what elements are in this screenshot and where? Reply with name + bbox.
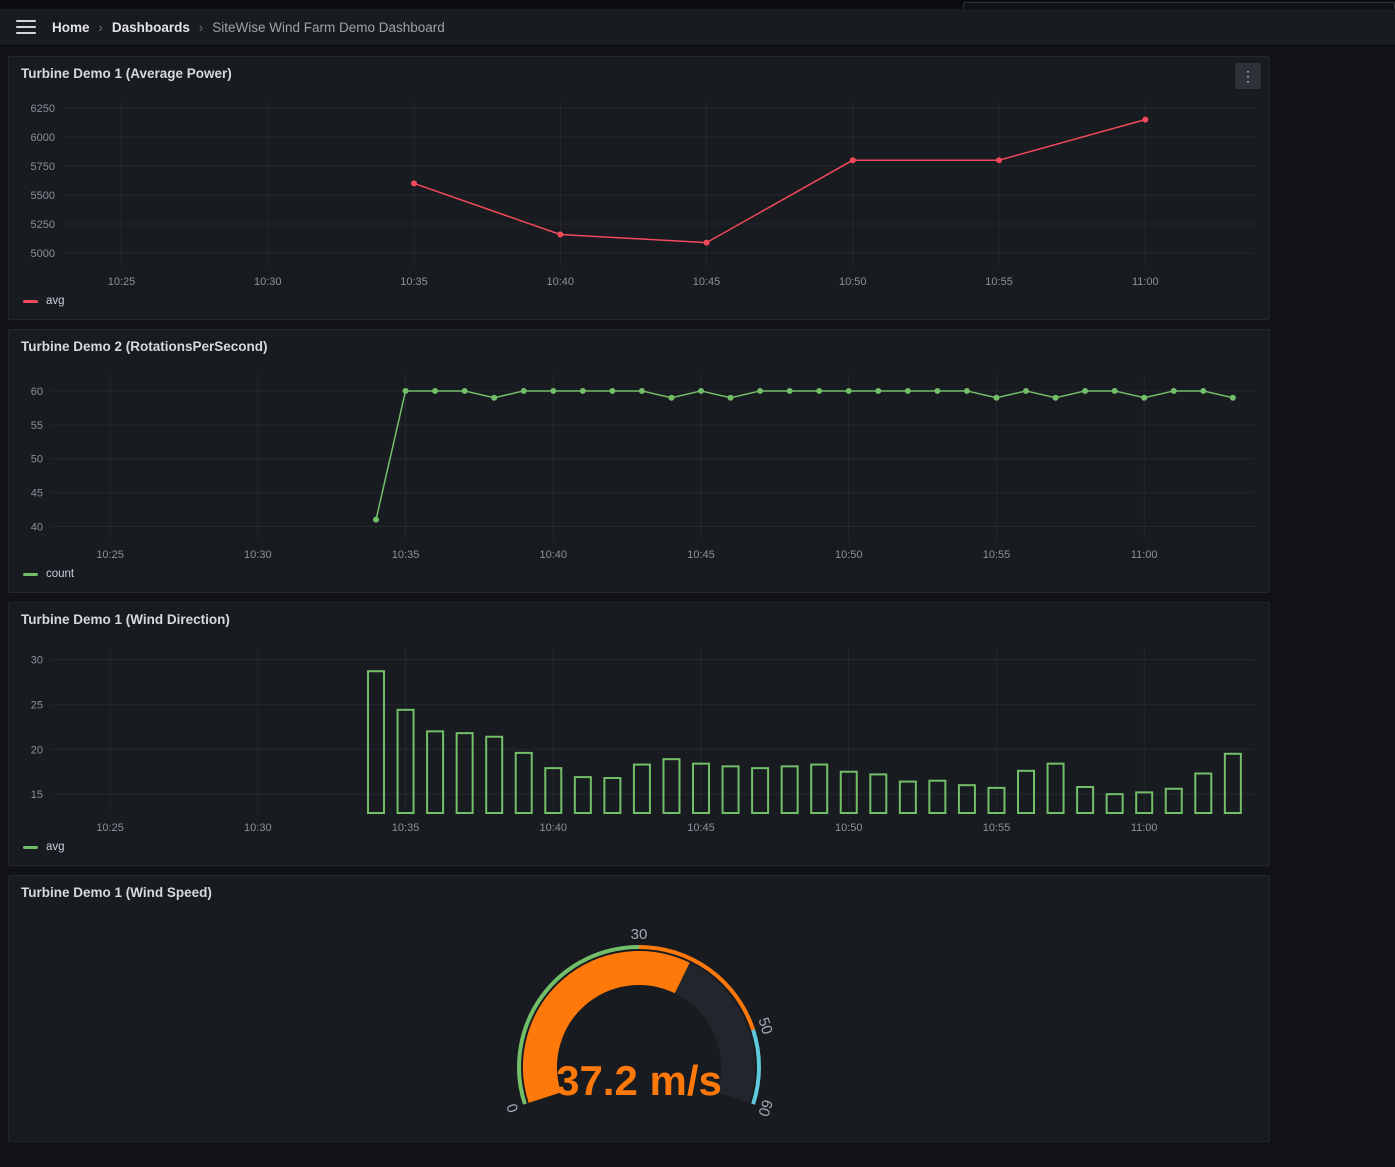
wind-direction-chart[interactable]: 10:25 10:30 10:35 10:40 10:45 10:50 10:55 11:00… xyxy=(9,633,1269,839)
svg-text:40: 40 xyxy=(31,521,43,533)
legend: count xyxy=(9,566,1269,588)
legend-series-label[interactable]: avg xyxy=(46,295,65,307)
svg-text:10:45: 10:45 xyxy=(687,822,715,834)
panel-title[interactable]: Turbine Demo 1 (Wind Speed) xyxy=(9,876,1269,906)
svg-text:10:55: 10:55 xyxy=(983,549,1011,561)
svg-text:11:00: 11:00 xyxy=(1131,822,1158,834)
svg-text:10:45: 10:45 xyxy=(687,549,715,561)
legend: avg xyxy=(9,293,1269,315)
svg-text:10:40: 10:40 xyxy=(540,822,568,834)
legend-series-label[interactable]: count xyxy=(46,568,74,580)
svg-text:10:50: 10:50 xyxy=(835,822,863,834)
svg-text:60: 60 xyxy=(31,386,43,398)
svg-text:10:25: 10:25 xyxy=(108,276,136,288)
top-search-bar-partial xyxy=(963,2,1395,9)
svg-text:10:30: 10:30 xyxy=(244,549,272,561)
breadcrumb-bar: Home › Dashboards › SiteWise Wind Farm D… xyxy=(0,9,1395,46)
panel-wind-direction: Turbine Demo 1 (Wind Direction) 10:2510:… xyxy=(8,602,1270,866)
svg-text:10:45: 10:45 xyxy=(693,276,721,288)
legend: avg xyxy=(9,839,1269,861)
svg-text:25: 25 xyxy=(31,699,43,711)
svg-text:10:30: 10:30 xyxy=(254,276,282,288)
svg-text:10:35: 10:35 xyxy=(392,822,420,834)
svg-text:5250: 5250 xyxy=(31,219,55,231)
rotations-per-second-chart[interactable]: 10:25 10:30 10:35 10:40 10:45 10:50 10:55 11:00… xyxy=(9,360,1269,566)
svg-text:45: 45 xyxy=(31,488,43,500)
panel-rotations-per-second: Turbine Demo 2 (RotationsPerSecond) 10:2… xyxy=(8,329,1270,593)
breadcrumb: Home › Dashboards › SiteWise Wind Farm D… xyxy=(52,20,445,35)
svg-text:6000: 6000 xyxy=(31,132,55,144)
panel-menu-button[interactable]: ⋮ xyxy=(1235,63,1261,89)
legend-series-swatch xyxy=(23,573,38,576)
panel-title[interactable]: Turbine Demo 2 (RotationsPerSecond) xyxy=(9,330,1269,360)
hamburger-icon xyxy=(16,20,36,22)
svg-text:10:25: 10:25 xyxy=(96,822,124,834)
svg-text:10:55: 10:55 xyxy=(983,822,1011,834)
breadcrumb-item-dashboards[interactable]: Dashboards xyxy=(112,20,190,35)
svg-text:10:25: 10:25 xyxy=(96,549,124,561)
legend-series-label[interactable]: avg xyxy=(46,841,65,853)
svg-text:5750: 5750 xyxy=(31,161,55,173)
svg-text:30: 30 xyxy=(631,926,648,943)
legend-series-swatch xyxy=(23,846,38,849)
svg-text:11:00: 11:00 xyxy=(1132,276,1159,288)
svg-text:10:30: 10:30 xyxy=(244,822,272,834)
svg-text:10:50: 10:50 xyxy=(839,276,867,288)
svg-text:10:35: 10:35 xyxy=(400,276,428,288)
breadcrumb-separator-icon: › xyxy=(90,20,112,35)
average-power-chart[interactable]: 10:25 10:30 10:35 10:40 10:45 10:50 10:55 11:00… xyxy=(9,87,1269,293)
legend-series-swatch xyxy=(23,300,38,303)
svg-text:5000: 5000 xyxy=(31,248,55,260)
panel-title[interactable]: Turbine Demo 1 (Wind Direction) xyxy=(9,603,1269,633)
menu-toggle-button[interactable] xyxy=(16,20,36,34)
wind-speed-gauge: 0 30 50 60 37.2 m/s xyxy=(9,906,1269,1139)
panel-title[interactable]: Turbine Demo 1 (Average Power) xyxy=(9,57,1269,87)
svg-text:50: 50 xyxy=(31,454,43,466)
svg-text:15: 15 xyxy=(31,789,43,801)
top-strip xyxy=(0,0,1395,9)
panel-wind-speed: Turbine Demo 1 (Wind Speed) 0 30 50 60 37.2 … xyxy=(8,875,1270,1142)
svg-text:60: 60 xyxy=(754,1097,775,1118)
dashboard-grid: Turbine Demo 1 (Average Power) ⋮ 10:2510… xyxy=(8,56,1270,1142)
breadcrumb-separator-icon: › xyxy=(190,20,212,35)
svg-text:55: 55 xyxy=(31,420,43,432)
svg-text:10:55: 10:55 xyxy=(985,276,1013,288)
breadcrumb-item-home[interactable]: Home xyxy=(52,20,90,35)
svg-text:11:00: 11:00 xyxy=(1131,549,1158,561)
svg-text:50: 50 xyxy=(754,1015,775,1036)
svg-text:10:50: 10:50 xyxy=(835,549,863,561)
svg-text:5500: 5500 xyxy=(31,190,55,202)
breadcrumb-item-current-dashboard: SiteWise Wind Farm Demo Dashboard xyxy=(212,20,445,35)
svg-text:0: 0 xyxy=(504,1101,523,1114)
svg-text:37.2 m/s: 37.2 m/s xyxy=(556,1057,722,1104)
svg-text:10:40: 10:40 xyxy=(547,276,575,288)
svg-text:6250: 6250 xyxy=(31,103,55,115)
svg-text:10:35: 10:35 xyxy=(392,549,420,561)
svg-text:20: 20 xyxy=(31,744,43,756)
svg-text:10:40: 10:40 xyxy=(540,549,568,561)
kebab-icon: ⋮ xyxy=(1241,68,1255,84)
svg-text:30: 30 xyxy=(31,655,43,667)
panel-average-power: Turbine Demo 1 (Average Power) ⋮ 10:2510… xyxy=(8,56,1270,320)
